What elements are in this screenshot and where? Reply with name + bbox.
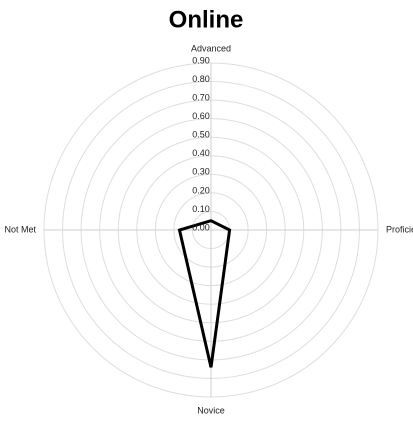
category-label: Novice [197,405,225,415]
r-tick-label: 0.90 [192,55,210,65]
r-tick-label: 0.80 [192,74,210,84]
r-tick-label: 0.00 [192,222,210,232]
r-tick-label: 0.50 [192,130,210,140]
r-tick-label: 0.30 [192,167,210,177]
category-label: Proficient [386,224,413,234]
r-tick-label: 0.40 [192,148,210,158]
r-tick-label: 0.70 [192,92,210,102]
category-label: Advanced [191,43,231,53]
category-label: Not Met [4,224,36,234]
r-tick-label: 0.60 [192,111,210,121]
r-tick-label: 0.10 [192,204,210,214]
chart-title: Online [169,6,244,33]
radar-line [177,219,232,368]
r-tick-label: 0.20 [192,185,210,195]
